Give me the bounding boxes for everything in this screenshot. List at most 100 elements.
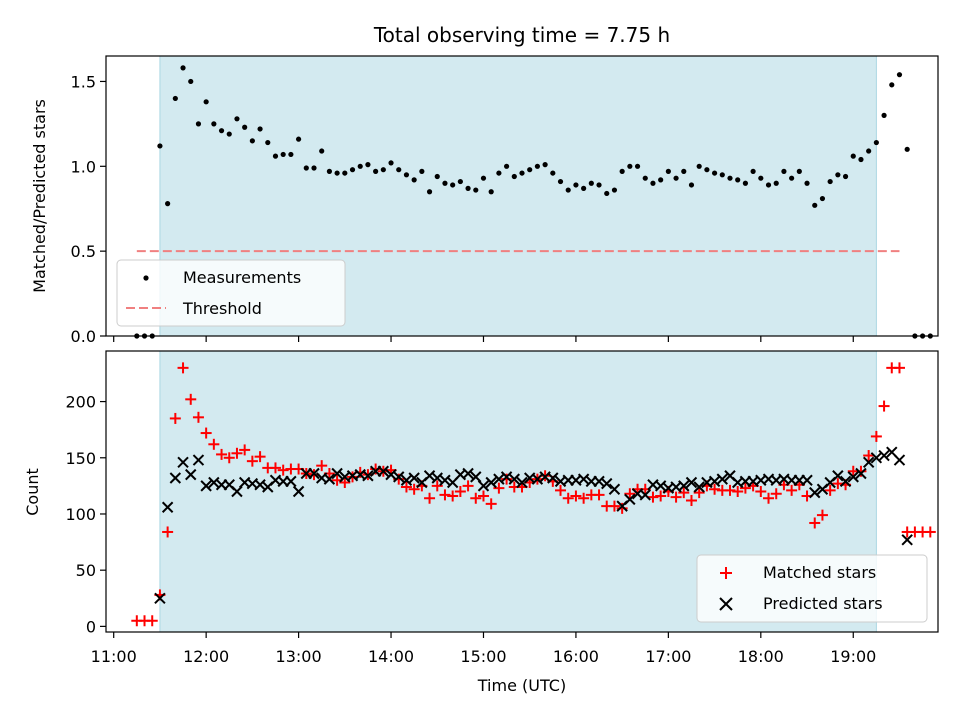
matched-star-point <box>169 412 181 424</box>
measurement-point <box>896 72 903 78</box>
predicted-star-point <box>185 468 197 481</box>
measurement-point <box>750 168 756 174</box>
predicted-star-point <box>801 474 813 486</box>
matched-star-point <box>608 500 620 512</box>
measurement-point <box>765 182 772 188</box>
predicted-star-point <box>377 465 390 477</box>
x-tick-label: 19:00 <box>830 647 876 666</box>
bottom-y-tick-label: 100 <box>65 505 96 524</box>
matched-star-point <box>578 492 590 504</box>
top-x-axis-ticks <box>113 336 854 342</box>
x-axis-label: Time (UTC) <box>477 676 566 695</box>
matched-star-point <box>924 526 936 538</box>
predicted-star-point <box>639 489 651 501</box>
predicted-star-point <box>547 472 559 484</box>
predicted-star-point <box>839 475 852 488</box>
measurement-point <box>419 168 425 174</box>
measurement-point <box>403 172 410 178</box>
measurement-point <box>581 185 587 191</box>
measurement-point <box>773 180 779 186</box>
matched-star-point <box>269 462 281 474</box>
measurement-point <box>735 177 741 183</box>
measurement-point <box>465 185 471 191</box>
predicted-star-point <box>308 467 320 480</box>
matched-star-point <box>277 464 289 476</box>
measurement-point <box>211 121 217 127</box>
matched-star-point <box>724 484 736 496</box>
matched-star-point <box>200 427 212 439</box>
predicted-star-point <box>323 473 336 485</box>
measurement-point <box>357 163 363 169</box>
matched-star-point <box>339 477 351 489</box>
predicted-star-point <box>169 472 182 484</box>
matched-star-point <box>786 484 798 496</box>
matched-star-point <box>816 509 828 521</box>
matched-star-point <box>739 482 751 494</box>
matched-star-point <box>763 492 775 504</box>
measurement-point <box>781 168 787 174</box>
measurement-point <box>789 175 795 181</box>
measurement-point <box>188 78 194 85</box>
measurement-point <box>850 153 856 159</box>
matched-star-point <box>824 484 836 496</box>
matched-star-point <box>732 486 744 497</box>
measurement-point <box>550 170 556 176</box>
predicted-star-point <box>362 470 374 482</box>
top-y-tick-label: 1.0 <box>71 157 96 176</box>
predicted-star-point <box>331 467 343 480</box>
legend-matched-marker <box>720 567 732 579</box>
measurement-point <box>827 178 833 185</box>
measurement-point <box>218 128 225 134</box>
measurement-point <box>165 201 171 207</box>
matched-star-point <box>146 615 158 627</box>
matched-star-point <box>562 492 574 504</box>
measurement-point <box>326 168 333 174</box>
measurement-point <box>265 139 271 146</box>
measurement-point <box>796 168 802 174</box>
predicted-star-point <box>601 477 613 490</box>
measurement-point <box>673 175 679 181</box>
measurement-point <box>596 182 602 188</box>
bottom-y-tick-label: 200 <box>65 393 96 412</box>
top-plot-frame <box>105 55 939 337</box>
matched-star-point <box>431 480 443 492</box>
measurement-point <box>195 121 202 127</box>
top-legend-box <box>116 259 346 327</box>
matched-star-point <box>616 502 628 514</box>
matched-star-point <box>316 460 328 472</box>
measurement-point <box>457 178 463 185</box>
measurement-point <box>434 173 440 180</box>
matched-star-point <box>593 489 605 501</box>
predicted-star-point <box>462 467 474 480</box>
predicted-star-point <box>855 467 867 480</box>
predicted-star-point <box>678 480 690 492</box>
x-tick-label: 16:00 <box>553 647 599 666</box>
measurement-point <box>280 151 286 158</box>
top-panel: 0.0 0.5 1.0 1.5 Total observing time = 7.75… <box>30 23 939 346</box>
bottom-y-axis-ticks: 0 50 100 150 200 <box>65 393 106 636</box>
measurement-point <box>557 178 564 185</box>
x-tick-label: 11:00 <box>91 647 137 666</box>
measurement-point <box>889 82 895 88</box>
measurement-point <box>842 173 849 180</box>
measurement-point <box>496 170 502 176</box>
matched-star-point <box>216 448 228 460</box>
measurement-point <box>634 163 641 169</box>
matched-star-point <box>192 411 204 423</box>
measurement-point <box>380 167 386 173</box>
measurement-point <box>257 126 263 132</box>
measurement-point <box>527 167 533 173</box>
measurement-point <box>172 95 178 102</box>
predicted-star-point <box>624 493 636 506</box>
predicted-star-point <box>477 480 490 492</box>
matched-star-point <box>809 517 821 529</box>
matched-star-point <box>832 478 844 490</box>
predicted-star-point <box>177 456 189 468</box>
measurement-point <box>311 165 317 171</box>
predicted-star-point <box>809 486 821 499</box>
predicted-star-point <box>285 475 297 488</box>
measurement-point <box>804 180 810 186</box>
matched-star-point <box>231 447 243 459</box>
x-tick-label: 13:00 <box>276 647 322 666</box>
predicted-star-point <box>292 485 305 498</box>
